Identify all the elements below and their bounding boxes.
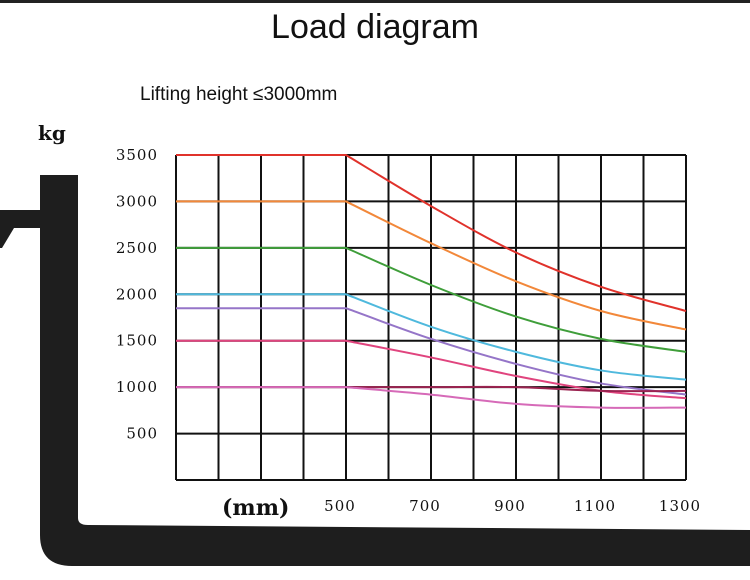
series-line (176, 386, 687, 409)
fork-silhouette (40, 175, 750, 566)
y-tick-label: 2000 (116, 285, 158, 303)
x-tick-label: 500 (324, 497, 356, 515)
y-tick-label: 3500 (116, 146, 158, 164)
series-line (176, 307, 687, 396)
x-tick-labels: 500 700 900 1100 1300 (324, 497, 701, 515)
chart-title: Load diagram (271, 8, 479, 46)
series-line (176, 385, 687, 393)
x-tick-label: 1300 (659, 497, 701, 515)
fork-carriage (0, 210, 40, 248)
x-tick-label: 700 (409, 497, 441, 515)
series-line (176, 293, 687, 381)
series-line (176, 154, 687, 312)
series-line (176, 339, 687, 400)
grid (175, 154, 687, 481)
y-tick-labels: 500 1000 1500 2000 2500 3000 3500 (116, 146, 158, 443)
plot-area (176, 154, 687, 409)
x-tick-label: 900 (494, 497, 526, 515)
y-tick-label: 1500 (116, 332, 158, 350)
y-tick-label: 3000 (116, 192, 158, 210)
y-axis-label: kg (38, 121, 66, 145)
y-tick-label: 2500 (116, 239, 158, 257)
chart-subtitle: Lifting height ≤3000mm (140, 84, 338, 105)
y-tick-label: 500 (126, 425, 158, 443)
y-tick-label: 1000 (116, 378, 158, 396)
x-axis-label: (mm) (222, 495, 289, 521)
series-line (176, 200, 687, 331)
series-line (176, 246, 687, 353)
x-tick-label: 1100 (574, 497, 616, 515)
top-border-line (0, 0, 750, 3)
